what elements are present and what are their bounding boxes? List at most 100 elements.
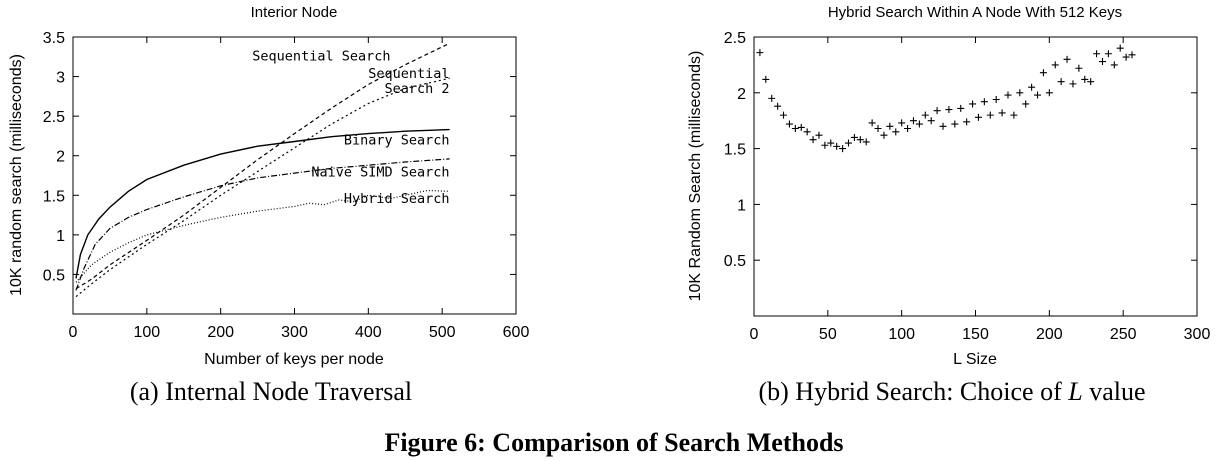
chart-b-point: [815, 131, 823, 139]
chart-b-point: [1057, 78, 1065, 86]
chart-b-point: [921, 111, 929, 119]
chart-b-point: [951, 120, 959, 128]
chart-interior-node: Interior Node 0 100 200 300 400 500 600 0.5 1 1.5…: [8, 4, 529, 406]
chart-b-point: [945, 106, 953, 114]
chart-b-y-tick-label: 0.5: [724, 253, 746, 270]
chart-b-point: [1110, 61, 1118, 69]
chart-b-point: [1081, 75, 1089, 83]
figure-caption: Figure 6: Comparison of Search Methods: [384, 428, 843, 457]
chart-b-point: [969, 100, 977, 108]
chart-b-point: [909, 117, 917, 125]
chart-a-title: Interior Node: [251, 4, 338, 21]
chart-b-point: [886, 122, 894, 130]
chart-a-x-tick-label: 600: [503, 324, 530, 341]
chart-b-x-tick-label: 50: [819, 326, 837, 343]
chart-b-y-tick-label: 1.5: [724, 142, 746, 159]
chart-b-x-tick-label: 0: [750, 326, 759, 343]
chart-b-point: [780, 111, 788, 119]
chart-a-series-line-2: [75, 128, 450, 279]
chart-b-point: [833, 142, 841, 150]
chart-a-y-tick-label: 0.5: [43, 267, 65, 284]
chart-a-y-tick-label: 3: [56, 70, 65, 87]
chart-a-series-label-2: Binary Search: [344, 133, 450, 149]
chart-b-point: [785, 120, 793, 128]
chart-b-axes: 0 50 100 150 200 250 300 0.5 1 1.5 2 2.5: [724, 30, 1211, 343]
chart-a-series-line-4: [75, 189, 450, 283]
chart-b-x-tick-label: 100: [888, 326, 915, 343]
chart-b-point: [809, 136, 817, 144]
chart-b-point: [1028, 83, 1036, 91]
chart-a-series-line-3: [75, 158, 450, 291]
chart-b-point: [904, 125, 912, 133]
chart-a-x-tick-label: 300: [281, 324, 308, 341]
chart-b-point: [874, 125, 882, 133]
chart-a-axes: 0 100 200 300 400 500 600 0.5 1 1.5 2 2.5 3 3.5: [43, 30, 530, 341]
chart-a-caption: (a) Internal Node Traversal: [130, 377, 412, 406]
chart-a-x-tick-label: 200: [207, 324, 234, 341]
chart-b-point: [791, 125, 799, 133]
chart-a-series-label-line: Binary Search: [344, 133, 450, 149]
chart-b-point: [1093, 50, 1101, 58]
chart-b-caption-suffix: value: [1083, 377, 1146, 406]
chart-b-y-tick-label: 2.5: [724, 30, 746, 47]
chart-b-point: [821, 141, 829, 149]
chart-a-series: [75, 42, 450, 298]
chart-b-point: [880, 131, 888, 139]
chart-a-series-label-3: Naive SIMD Search: [311, 164, 449, 180]
chart-a-series-label-1: Sequential Search 2: [368, 66, 449, 97]
chart-b-point: [980, 98, 988, 106]
chart-b-x-tick-label: 150: [962, 326, 989, 343]
chart-b-point: [839, 145, 847, 153]
chart-b-point: [1016, 89, 1024, 97]
chart-b-point: [774, 102, 782, 110]
chart-b-point: [756, 49, 764, 57]
chart-a-series-line-0: [75, 42, 450, 290]
chart-a-series-label-line: Naive SIMD Search: [311, 164, 449, 180]
chart-a-series-label-4: Hybrid Search: [344, 191, 450, 207]
chart-b-point: [974, 113, 982, 121]
chart-b-title: Hybrid Search Within A Node With 512 Key…: [828, 4, 1122, 21]
chart-b-point: [1075, 64, 1083, 72]
chart-b-point: [1045, 89, 1053, 97]
chart-b-y-axis-label: 10K Random Search (milliseconds): [687, 51, 704, 302]
chart-b-point: [1098, 58, 1106, 66]
chart-b-plot-frame: [753, 36, 1198, 317]
chart-b-caption-variable: L: [1067, 377, 1082, 406]
chart-b-x-tick-label: 200: [1036, 326, 1063, 343]
chart-b-point: [963, 118, 971, 126]
chart-a-y-axis-label: 10K random search (milliseconds): [8, 54, 25, 296]
chart-b-point: [986, 111, 994, 119]
chart-b-point: [933, 107, 941, 115]
chart-b-point: [927, 117, 935, 125]
chart-b-point: [992, 95, 1000, 103]
chart-a-series-label-line: Sequential: [368, 66, 449, 82]
chart-b-point: [1034, 91, 1042, 99]
chart-b-point: [892, 128, 900, 136]
chart-a-x-axis-label: Number of keys per node: [204, 351, 384, 368]
chart-b-point: [1122, 53, 1130, 61]
chart-b-point: [915, 120, 923, 128]
chart-a-series-label-line: Hybrid Search: [344, 191, 450, 207]
chart-a-x-tick-label: 400: [355, 324, 382, 341]
chart-b-point: [762, 75, 770, 83]
chart-b-point: [768, 94, 776, 102]
chart-hybrid-search: Hybrid Search Within A Node With 512 Key…: [687, 4, 1210, 406]
chart-b-point: [850, 133, 858, 141]
chart-a-x-tick-label: 100: [133, 324, 160, 341]
chart-b-y-tick-label: 1: [737, 197, 746, 214]
chart-b-point: [1039, 69, 1047, 77]
chart-b-caption-prefix: (b) Hybrid Search: Choice of: [758, 377, 1068, 406]
chart-b-point: [862, 138, 870, 146]
chart-b-x-tick-label: 250: [1110, 326, 1137, 343]
chart-b-point: [803, 128, 811, 136]
chart-a-series-line-1: [75, 77, 450, 298]
chart-b-point: [1051, 61, 1059, 69]
chart-a-y-tick-label: 3.5: [43, 30, 65, 47]
chart-b-point: [1128, 51, 1136, 59]
chart-a-y-tick-label: 2.5: [43, 109, 65, 126]
chart-a-x-tick-label: 500: [429, 324, 456, 341]
chart-b-point: [998, 109, 1006, 117]
chart-b-point: [898, 119, 906, 127]
